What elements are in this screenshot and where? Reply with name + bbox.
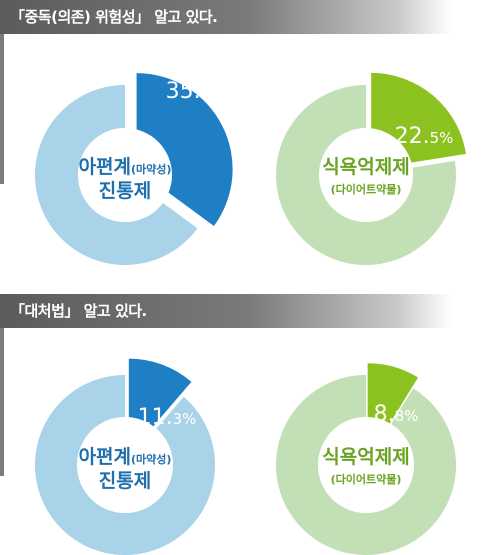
center-label-line2: (다이어트약물)	[331, 472, 402, 486]
donut-chart-opioid-risk: 35.1% 아편계(마약성)진통제	[34, 73, 233, 265]
slice-highlight	[136, 73, 233, 227]
percentage-label: 8.8%	[374, 402, 419, 427]
section-title-risk: 「중독(의존) 위험성」 알고 있다.	[10, 8, 218, 26]
center-label-line1: 식욕억제제	[322, 446, 409, 468]
donut-hole	[78, 128, 172, 222]
donut-hole	[77, 417, 173, 513]
donut-hole	[318, 417, 414, 513]
percentage-label: 11.3%	[138, 405, 197, 430]
section-header-coping: 「대처법」 알고 있다.	[0, 294, 452, 328]
percentage-label: 22.5%	[395, 124, 454, 149]
donut-chart-appetite-coping: 8.8% 식욕억제제 (다이어트약물)	[276, 363, 456, 555]
center-label-line2: 진통제	[99, 470, 151, 492]
center-label-line1: 아편계(마약성)	[79, 446, 172, 468]
percentage-label: 35.1%	[166, 79, 225, 104]
donut-chart-opioid-coping: 11.3% 아편계(마약성)진통제	[35, 358, 215, 555]
section-side-bar	[0, 34, 4, 184]
slice-remainder	[34, 85, 198, 265]
donut-hole	[319, 128, 413, 222]
slice-remainder	[35, 375, 215, 555]
slice-remainder	[276, 85, 456, 265]
center-label-line1: 아편계(마약성)	[79, 156, 172, 178]
center-label-line2: (다이어트약물)	[331, 182, 402, 196]
section-title-coping: 「대처법」 알고 있다.	[10, 302, 147, 320]
slice-remainder	[276, 375, 456, 555]
section-side-bar	[0, 328, 4, 476]
center-label-line1: 식욕억제제	[322, 156, 409, 178]
center-label-line2: 진통제	[99, 180, 151, 202]
donut-chart-appetite-risk: 22.5% 식욕억제제 (다이어트약물)	[276, 72, 467, 265]
section-header-risk: 「중독(의존) 위험성」 알고 있다.	[0, 0, 452, 34]
